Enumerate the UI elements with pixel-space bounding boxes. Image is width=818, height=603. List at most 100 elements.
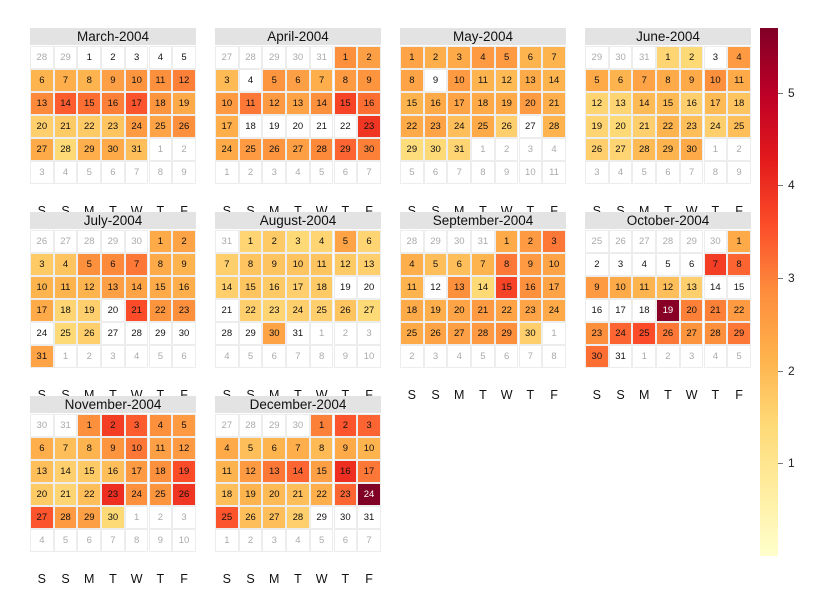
adjacent-day-cell: 31 (632, 46, 657, 69)
month-title: October-2004 (585, 212, 751, 229)
day-cell: 24 (124, 115, 149, 138)
day-cell: 21 (215, 299, 239, 322)
weekday-label: W (500, 388, 513, 402)
weekday-label: W (685, 204, 698, 218)
adjacent-day-cell: 3 (101, 345, 125, 368)
adjacent-day-cell: 5 (309, 529, 334, 552)
month-panel: December-2004 27 28 29 30 1 2 3 4 5 6 7 8 9 10 11 12 13 14… (215, 396, 381, 586)
adjacent-day-cell: 3 (679, 345, 704, 368)
weekday-label: T (526, 388, 535, 402)
weekday-label: F (180, 572, 188, 586)
adjacent-day-cell: 29 (53, 46, 78, 69)
day-cell: 28 (215, 322, 239, 345)
day-cell: 24 (703, 115, 728, 138)
day-cell: 25 (471, 115, 495, 138)
adjacent-day-cell: 8 (471, 161, 495, 184)
day-cell: 8 (77, 69, 102, 92)
day-cell: 14 (309, 92, 334, 115)
weekday-label: S (37, 572, 47, 586)
month-panel: March-2004 28 29 1 2 3 4 5 6 7 8 9 10 11 12 13 14 15 16 17 1… (30, 28, 196, 218)
adjacent-day-cell: 8 (703, 161, 728, 184)
adjacent-day-cell: 5 (400, 161, 424, 184)
day-cell: 8 (727, 253, 751, 276)
day-cell: 27 (286, 138, 310, 161)
day-cell: 4 (727, 46, 751, 69)
day-cell: 7 (215, 253, 239, 276)
day-cell: 10 (215, 92, 239, 115)
day-cell: 27 (608, 138, 633, 161)
day-cell: 11 (53, 276, 78, 299)
day-cell: 12 (494, 69, 519, 92)
adjacent-day-cell: 31 (53, 414, 78, 437)
day-cell: 19 (656, 299, 680, 322)
weekday-label: T (479, 388, 487, 402)
day-cell: 14 (542, 69, 566, 92)
adjacent-day-cell: 5 (53, 529, 78, 552)
weekday-label: S (222, 204, 232, 218)
day-cell: 4 (53, 253, 78, 276)
month-grid: 28 29 1 2 3 4 5 6 7 8 9 10 11 12 13 14 15 16 17 18 19 20 21 22 2… (30, 46, 196, 218)
weekday-label: M (84, 572, 95, 586)
day-cell: 27 (357, 299, 381, 322)
day-cell: 14 (471, 276, 495, 299)
day-cell: 17 (124, 92, 149, 115)
day-cell: 12 (333, 253, 358, 276)
day-cell: 3 (286, 230, 310, 253)
day-cell: 27 (518, 115, 543, 138)
day-cell: 7 (309, 69, 334, 92)
day-cell: 13 (608, 92, 633, 115)
day-cell: 8 (309, 437, 334, 460)
day-cell: 3 (30, 253, 54, 276)
day-cell: 30 (585, 345, 609, 368)
legend-tick-label: 4 (788, 178, 795, 193)
day-cell: 11 (632, 276, 657, 299)
day-cell: 9 (262, 253, 287, 276)
legend-tick-label: 2 (788, 363, 795, 378)
adjacent-day-cell: 4 (215, 345, 239, 368)
legend-tick (778, 463, 783, 465)
day-cell: 22 (77, 483, 102, 506)
day-cell: 1 (309, 414, 334, 437)
day-cell: 20 (357, 276, 381, 299)
day-cell: 23 (101, 115, 125, 138)
day-cell: 1 (656, 46, 680, 69)
day-cell: 31 (447, 138, 472, 161)
adjacent-day-cell: 7 (357, 529, 381, 552)
weekday-label: S (222, 388, 232, 402)
day-cell: 17 (447, 92, 472, 115)
day-cell: 20 (101, 299, 125, 322)
day-cell: 5 (423, 253, 448, 276)
weekday-label: T (156, 572, 165, 586)
month-grid: 1 2 3 4 5 6 7 8 9 10 11 12 13 14 15 16 17 18 19 20 21 22 23 24 2… (400, 46, 566, 218)
day-cell: 10 (124, 437, 149, 460)
day-cell: 18 (215, 483, 239, 506)
weekday-label: F (550, 204, 558, 218)
day-cell: 28 (53, 138, 78, 161)
weekday-label: M (639, 388, 650, 402)
day-cell: 29 (77, 506, 102, 529)
weekday-label: S (592, 204, 602, 218)
day-cell: 25 (215, 506, 239, 529)
day-cell: 8 (494, 253, 519, 276)
adjacent-day-cell: 4 (608, 161, 633, 184)
day-cell: 20 (30, 483, 54, 506)
weekday-label: M (84, 388, 95, 402)
day-cell: 4 (238, 69, 263, 92)
day-cell: 2 (679, 46, 704, 69)
adjacent-day-cell: 6 (262, 345, 287, 368)
day-cell: 22 (333, 115, 358, 138)
weekday-label: M (269, 204, 280, 218)
day-cell: 10 (30, 276, 54, 299)
adjacent-day-cell: 7 (518, 345, 543, 368)
day-cell: 26 (333, 299, 358, 322)
day-cell: 1 (77, 414, 102, 437)
weekday-label: T (341, 204, 350, 218)
day-cell: 10 (703, 69, 728, 92)
day-cell: 12 (172, 69, 196, 92)
adjacent-day-cell: 3 (172, 506, 196, 529)
adjacent-day-cell: 30 (124, 230, 149, 253)
adjacent-day-cell: 31 (309, 46, 334, 69)
weekday-label: S (431, 204, 440, 218)
adjacent-day-cell: 5 (238, 345, 263, 368)
day-cell: 1 (727, 230, 751, 253)
